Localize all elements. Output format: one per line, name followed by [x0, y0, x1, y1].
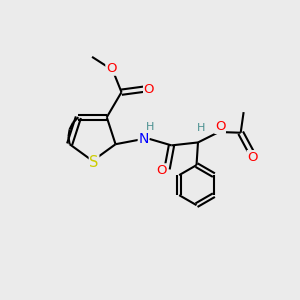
Text: O: O — [215, 120, 225, 133]
Text: N: N — [138, 132, 149, 146]
Text: H: H — [197, 123, 205, 133]
Text: S: S — [89, 155, 99, 170]
Text: H: H — [146, 122, 154, 131]
Text: O: O — [247, 151, 258, 164]
Text: O: O — [157, 164, 167, 177]
Text: O: O — [144, 83, 154, 96]
Text: O: O — [106, 62, 116, 75]
